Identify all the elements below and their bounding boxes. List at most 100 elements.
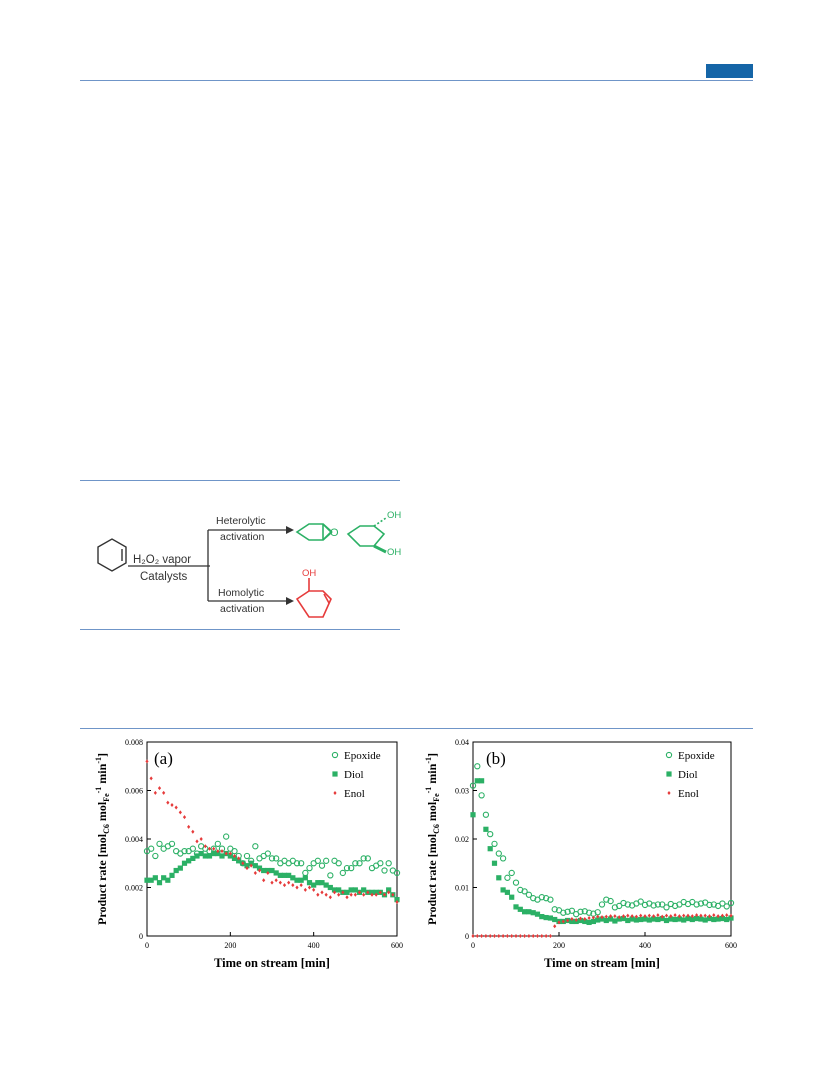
data-point-diol xyxy=(186,858,192,864)
data-point-epoxide xyxy=(273,855,280,862)
data-point-diol xyxy=(190,855,196,861)
data-point-diol xyxy=(724,916,730,923)
data-point-diol xyxy=(252,863,258,869)
data-point-epoxide xyxy=(693,901,700,908)
data-point-epoxide xyxy=(302,869,309,877)
data-point-enol xyxy=(220,849,224,854)
y-tick-label: 0.03 xyxy=(455,787,469,796)
data-point-enol xyxy=(686,913,690,918)
data-point-diol xyxy=(509,894,515,900)
data-point-enol xyxy=(157,786,162,791)
data-point-enol xyxy=(656,913,660,918)
data-point-diol xyxy=(286,872,292,878)
data-point-diol xyxy=(663,917,670,924)
data-point-diol xyxy=(311,882,317,888)
data-point-enol xyxy=(170,803,174,808)
data-point-enol xyxy=(316,892,320,897)
data-point-enol xyxy=(531,934,535,938)
data-point-epoxide xyxy=(659,901,666,908)
data-point-diol xyxy=(219,853,225,859)
data-point-diol xyxy=(148,877,154,883)
data-point-diol xyxy=(552,916,558,923)
data-point-diol xyxy=(323,882,329,888)
legend-label-enol: Enol xyxy=(344,788,365,800)
data-point-enol xyxy=(324,892,328,897)
data-point-epoxide xyxy=(381,867,388,874)
data-point-enol xyxy=(349,892,353,897)
data-point-enol xyxy=(149,776,153,781)
data-point-diol xyxy=(500,887,506,893)
data-point-diol xyxy=(522,909,528,915)
data-point-diol xyxy=(165,877,171,883)
data-point-epoxide xyxy=(491,840,498,847)
data-point-diol xyxy=(534,911,541,917)
data-point-diol xyxy=(315,880,321,886)
data-point-enol xyxy=(270,880,274,885)
branch-bottom-line2: activation xyxy=(220,603,265,615)
data-point-epoxide xyxy=(360,855,367,862)
data-point-diol xyxy=(479,778,485,784)
data-point-epoxide xyxy=(223,833,230,840)
data-point-diol xyxy=(173,867,179,874)
data-point-diol xyxy=(194,853,200,859)
data-point-diol xyxy=(281,872,288,878)
data-point-diol xyxy=(547,915,553,921)
data-point-diol xyxy=(612,918,618,924)
data-point-diol xyxy=(496,875,502,881)
data-point-epoxide xyxy=(512,879,520,886)
data-point-enol xyxy=(639,913,643,918)
data-point-enol xyxy=(480,934,484,938)
data-point-enol xyxy=(266,870,270,875)
diol-oh-bottom: OH xyxy=(387,547,401,558)
legend-marker-enol xyxy=(667,791,671,795)
data-point-epoxide xyxy=(616,902,623,910)
x-tick-label: 0 xyxy=(471,941,475,950)
data-point-enol xyxy=(553,924,557,929)
legend-marker-diol xyxy=(332,771,338,777)
data-point-enol xyxy=(378,890,382,895)
x-tick-label: 0 xyxy=(145,941,149,950)
data-point-enol xyxy=(262,878,266,883)
data-point-diol xyxy=(236,858,242,864)
data-point-enol xyxy=(613,914,617,919)
data-point-enol xyxy=(257,868,262,873)
legend-label-epoxide: Epoxide xyxy=(344,750,381,762)
data-point-enol xyxy=(274,878,278,883)
data-point-epoxide xyxy=(697,900,705,907)
legend-label-enol: Enol xyxy=(678,788,699,800)
data-point-diol xyxy=(530,910,536,916)
data-point-diol xyxy=(352,887,358,893)
scheme-bottom-rule xyxy=(80,629,400,630)
data-point-epoxide xyxy=(495,850,502,857)
data-point-enol xyxy=(182,815,187,820)
data-point-diol xyxy=(603,917,609,924)
data-point-enol xyxy=(643,914,647,919)
data-point-enol xyxy=(621,914,626,919)
data-point-diol xyxy=(681,917,687,923)
data-point-epoxide xyxy=(156,840,163,847)
data-point-diol xyxy=(290,875,296,881)
y-tick-label: 0.02 xyxy=(455,835,469,844)
data-point-diol xyxy=(569,918,575,925)
data-point-epoxide xyxy=(538,894,545,901)
data-point-epoxide xyxy=(547,896,554,903)
data-point-epoxide xyxy=(306,864,313,872)
data-point-epoxide xyxy=(723,903,730,910)
data-point-epoxide xyxy=(148,845,155,852)
y-tick-label: 0.04 xyxy=(455,738,469,747)
data-point-enol xyxy=(535,934,540,938)
data-point-enol xyxy=(212,846,216,851)
data-point-diol xyxy=(595,917,601,923)
data-point-enol xyxy=(195,839,199,844)
data-point-diol xyxy=(373,889,379,895)
data-point-epoxide xyxy=(654,901,662,908)
data-point-enol xyxy=(203,844,207,849)
data-point-enol xyxy=(366,890,370,895)
data-point-enol xyxy=(245,866,249,871)
data-point-enol xyxy=(145,759,149,764)
x-tick-label: 200 xyxy=(224,941,236,950)
data-point-enol xyxy=(199,837,203,841)
legend-label-diol: Diol xyxy=(344,769,364,781)
legend-marker-epoxide xyxy=(665,751,673,759)
data-point-enol xyxy=(699,913,703,918)
